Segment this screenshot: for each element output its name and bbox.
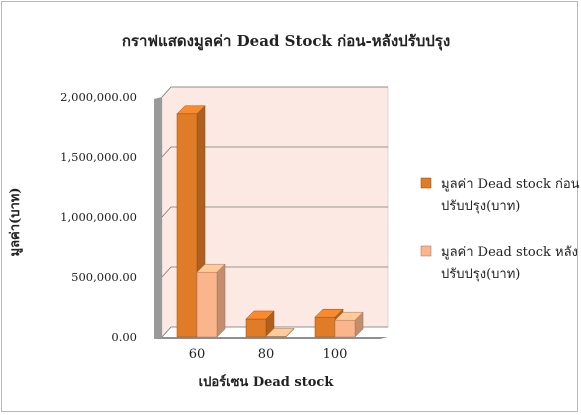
bar-front xyxy=(314,316,336,338)
bar-front xyxy=(176,113,198,338)
bar-80-series-2 xyxy=(265,327,295,338)
legend-label: มูลค่า Dead stock ก่อน xyxy=(441,177,580,192)
y-axis-ticks: 0.00 500,000.00 1,000,000.00 1,500,000.00 2,… xyxy=(60,90,137,344)
bar-front xyxy=(196,271,218,338)
gridline xyxy=(161,206,388,218)
bar-top xyxy=(314,308,344,318)
y-tick-label: 1,000,000.00 xyxy=(60,210,137,224)
floor xyxy=(154,337,388,339)
bar-front xyxy=(334,319,356,338)
legend-swatch xyxy=(420,245,432,257)
gridline xyxy=(161,266,388,278)
y-tick-label: 0.00 xyxy=(111,330,137,344)
y-tick-label: 2,000,000.00 xyxy=(60,90,137,104)
y-axis-label: มูลค่า(บาท) xyxy=(8,188,23,257)
bar-front xyxy=(245,318,267,338)
bar-top xyxy=(265,328,295,337)
x-axis-ticks: 60 80 100 xyxy=(189,347,348,362)
legend-swatch xyxy=(420,177,432,189)
legend-label: ปรับปรุง(บาท) xyxy=(441,267,520,282)
bars xyxy=(176,105,364,338)
bar-top xyxy=(176,105,206,115)
bar-side xyxy=(216,263,226,338)
side-wall xyxy=(154,97,162,339)
bar-100-series-2 xyxy=(334,311,364,338)
legend-label: ปรับปรุง(บาท) xyxy=(441,199,520,214)
y-tick-label: 500,000.00 xyxy=(71,270,137,284)
bar-top xyxy=(245,310,275,320)
bar-60-series-2 xyxy=(196,263,226,338)
bar-top xyxy=(334,311,364,321)
gridline xyxy=(161,146,388,158)
x-tick-label: 80 xyxy=(258,347,275,362)
x-tick-label: 100 xyxy=(323,347,348,362)
chart-title: กราฟแสดงมูลค่า Dead Stock ก่อน-หลังปรับป… xyxy=(122,32,450,51)
bar-top xyxy=(196,263,226,273)
y-tick-label: 1,500,000.00 xyxy=(60,150,137,164)
x-axis-label: เปอร์เซน Dead stock xyxy=(199,374,335,390)
legend-label: มูลค่า Dead stock หลัง xyxy=(441,245,578,260)
x-tick-label: 60 xyxy=(189,347,206,362)
gridline xyxy=(161,86,388,98)
